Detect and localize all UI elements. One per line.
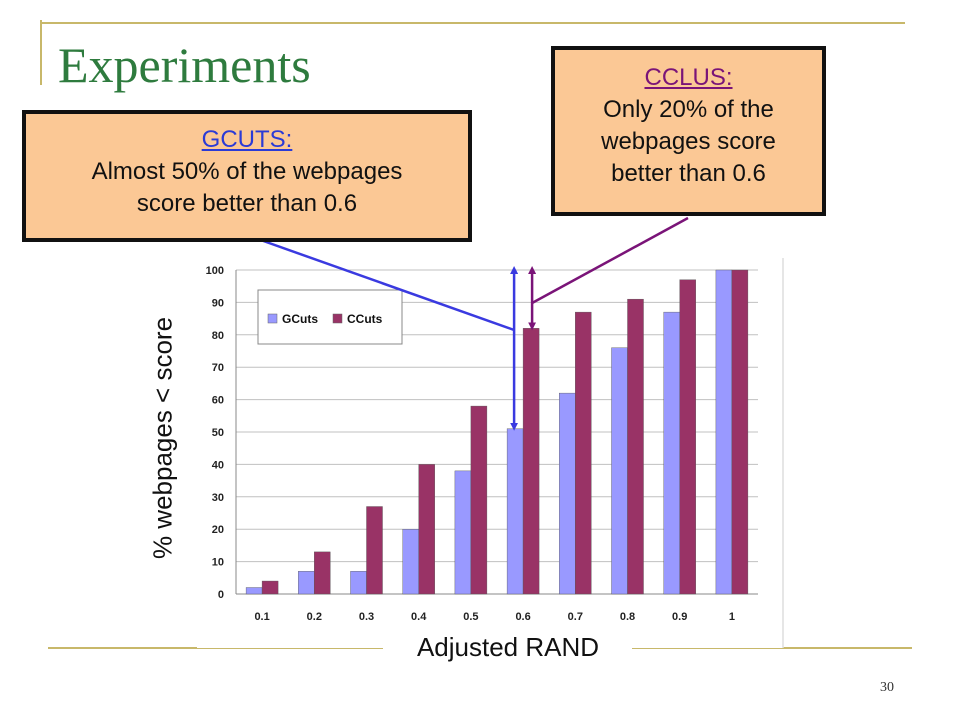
callout-cclus: CCLUS: Only 20% of the webpages score be… <box>551 46 826 216</box>
bar-gcuts <box>506 428 524 595</box>
bar-ccuts <box>679 279 696 595</box>
x-tick-label: 1 <box>729 611 735 623</box>
bar-gcuts <box>402 529 419 595</box>
x-tick-label: 0.4 <box>411 611 427 623</box>
y-tick-label: 40 <box>212 459 224 471</box>
y-tick-label: 30 <box>212 492 224 504</box>
bar-ccuts <box>470 405 488 595</box>
bar-gcuts <box>454 470 472 595</box>
bar-gcuts <box>298 571 315 595</box>
page-number: 30 <box>880 680 894 695</box>
bar-gcuts <box>611 347 628 595</box>
y-tick-label: 10 <box>212 557 224 569</box>
y-tick-label: 50 <box>212 427 224 439</box>
callout-gcuts-line1: Almost 50% of the webpages <box>91 158 403 185</box>
x-tick-label: 0.8 <box>620 611 635 623</box>
legend: GCuts CCuts <box>257 289 403 345</box>
decorative-top-line <box>40 22 905 24</box>
bar-ccuts <box>522 328 540 595</box>
bar-gcuts <box>350 571 367 595</box>
callout-connectors <box>254 216 689 431</box>
bar-ccuts <box>627 298 644 595</box>
legend-swatch-ccuts <box>332 313 343 324</box>
callout-cclus-line1: Only 20% of the <box>603 96 774 123</box>
callout-gcuts-heading: GCUTS: <box>201 126 293 153</box>
bar-ccuts <box>261 580 279 595</box>
legend-box <box>257 289 403 345</box>
y-tick-label: 70 <box>212 362 224 374</box>
gcuts-connector-line <box>254 236 515 332</box>
cclus-connector-line <box>531 216 689 305</box>
y-tick-label: 100 <box>206 265 224 277</box>
callout-gcuts-line2: score better than 0.6 <box>136 190 358 217</box>
x-tick-labels: 0.1 0.2 0.3 0.4 0.5 0.6 0.7 0.8 0.9 1 <box>254 611 735 623</box>
decorative-vertical-line <box>40 20 42 85</box>
bars <box>245 269 749 595</box>
x-tick-label: 0.9 <box>672 611 687 623</box>
bar-gcuts <box>715 269 733 595</box>
bar-ccuts <box>418 464 435 595</box>
x-tick-label: 0.1 <box>254 611 269 623</box>
y-tick-label: 0 <box>218 589 224 601</box>
y-tick-label: 90 <box>212 297 224 309</box>
callout-cclus-line3: better than 0.6 <box>611 160 766 187</box>
x-tick-label: 0.2 <box>307 611 322 623</box>
bar-ccuts <box>575 311 592 595</box>
callout-gcuts: GCUTS: Almost 50% of the webpages score … <box>22 110 472 242</box>
legend-label-ccuts: CCuts <box>347 312 383 326</box>
bar-ccuts <box>731 269 749 595</box>
x-tick-label: 0.6 <box>515 611 530 623</box>
callout-cclus-heading: CCLUS: <box>644 64 733 91</box>
x-axis-label: Adjusted RAND <box>384 632 632 663</box>
x-tick-label: 0.5 <box>463 611 478 623</box>
y-tick-label: 20 <box>212 524 224 536</box>
y-axis-label: % webpages < score <box>147 316 178 560</box>
x-tick-label: 0.7 <box>568 611 583 623</box>
slide-title: Experiments <box>58 37 311 93</box>
legend-swatch-gcuts <box>267 313 278 324</box>
bar-ccuts <box>366 506 383 595</box>
y-tick-label: 60 <box>212 395 224 407</box>
x-tick-label: 0.3 <box>359 611 374 623</box>
y-tick-label: 80 <box>212 330 224 342</box>
bar-gcuts <box>245 587 263 595</box>
callout-cclus-line2: webpages score <box>601 128 776 155</box>
y-tick-labels: 0 10 20 30 40 50 60 70 80 90 100 <box>206 265 224 601</box>
bar-gcuts <box>663 311 680 595</box>
bar-ccuts <box>314 551 331 595</box>
legend-label-gcuts: GCuts <box>282 312 318 326</box>
bar-gcuts <box>559 392 576 595</box>
